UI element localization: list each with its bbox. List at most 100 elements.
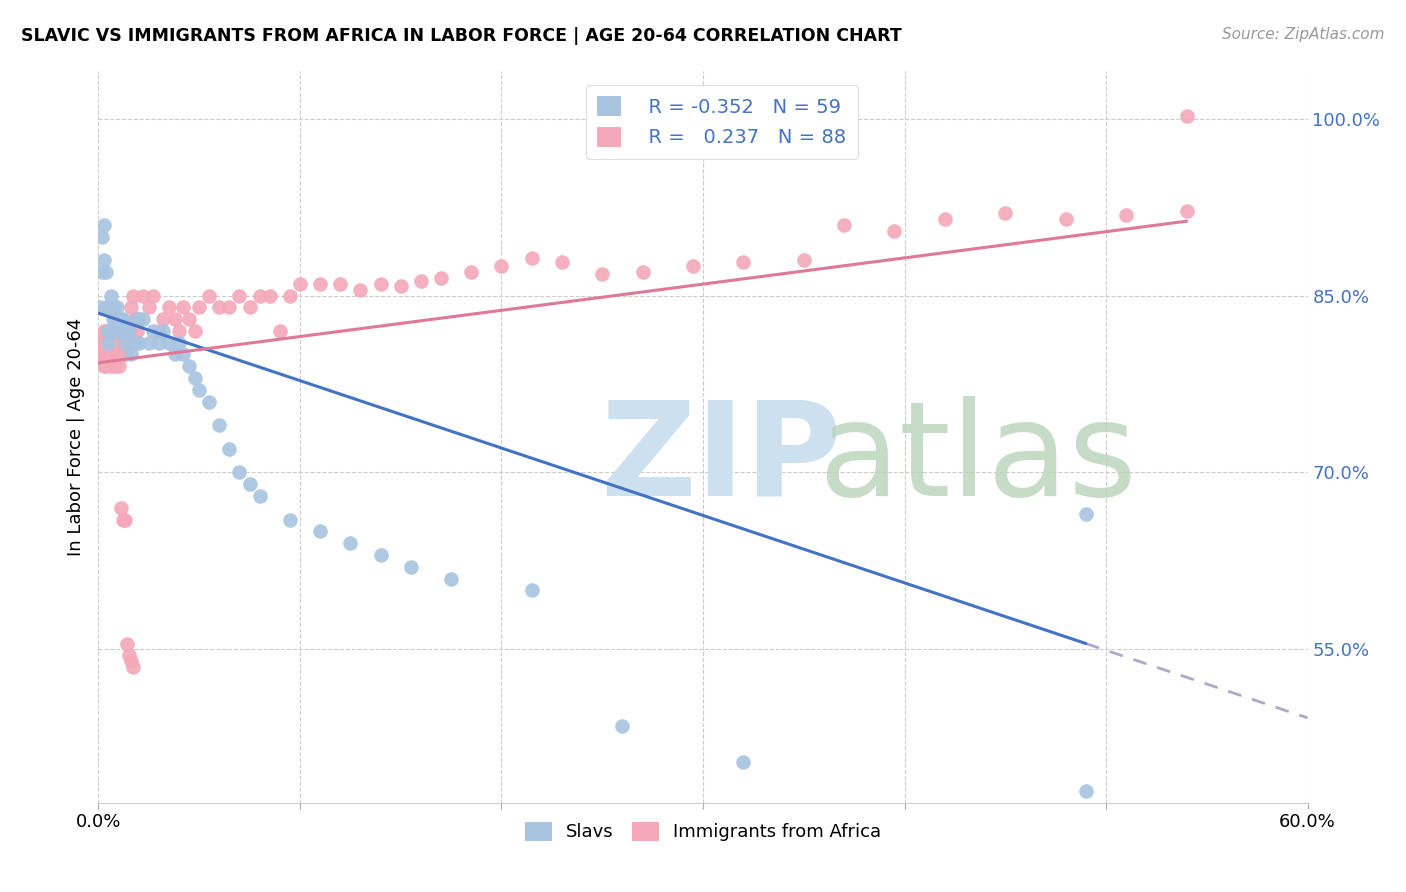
Point [167, 324, 190, 338]
Point [138, 301, 160, 315]
Point [832, 218, 855, 232]
Point [93, 359, 115, 374]
Point [107, 312, 129, 326]
Point [793, 253, 815, 268]
Point [96, 324, 118, 338]
Point [103, 312, 125, 326]
Point [107, 359, 129, 374]
Text: SLAVIC VS IMMIGRANTS FROM AFRICA IN LABOR FORCE | AGE 20-64 CORRELATION CHART: SLAVIC VS IMMIGRANTS FROM AFRICA IN LABO… [21, 27, 901, 45]
Point [91, 347, 114, 361]
Point [142, 324, 165, 338]
Point [399, 559, 422, 574]
Point [128, 312, 150, 326]
Point [105, 347, 128, 361]
Point [111, 312, 134, 326]
Point [491, 259, 513, 273]
Point [115, 636, 138, 650]
Point [101, 301, 124, 315]
Point [101, 312, 124, 326]
Point [1074, 784, 1097, 798]
Point [157, 335, 180, 350]
Point [121, 660, 143, 674]
Point [110, 324, 132, 338]
Point [370, 548, 392, 562]
Point [103, 335, 125, 350]
Point [132, 288, 155, 302]
Point [111, 513, 134, 527]
Point [631, 265, 654, 279]
Point [97, 301, 120, 315]
Point [115, 324, 138, 338]
Point [120, 347, 142, 361]
Text: Source: ZipAtlas.com: Source: ZipAtlas.com [1222, 27, 1385, 42]
Point [309, 277, 332, 291]
Point [124, 312, 146, 326]
Point [1175, 203, 1198, 218]
Point [172, 301, 194, 315]
Point [460, 265, 482, 279]
Point [96, 335, 118, 350]
Point [114, 347, 136, 361]
Point [118, 324, 141, 338]
Point [97, 324, 120, 338]
Point [309, 524, 332, 539]
Point [198, 394, 221, 409]
Point [339, 536, 361, 550]
Point [259, 288, 281, 302]
Point [100, 324, 122, 338]
Point [103, 324, 125, 338]
Point [520, 583, 543, 598]
Point [105, 301, 128, 315]
Legend: Slavs, Immigrants from Africa: Slavs, Immigrants from Africa [517, 814, 889, 848]
Point [89, 301, 111, 315]
Point [107, 335, 129, 350]
Point [520, 251, 543, 265]
Point [91, 347, 114, 361]
Point [110, 500, 132, 515]
Point [228, 288, 250, 302]
Point [349, 283, 371, 297]
Point [551, 255, 574, 269]
Point [591, 267, 613, 281]
Point [91, 229, 114, 244]
Point [93, 335, 115, 350]
Point [883, 224, 905, 238]
Point [1074, 507, 1097, 521]
Point [101, 347, 124, 361]
Point [96, 359, 118, 374]
Point [167, 335, 190, 350]
Point [208, 418, 231, 433]
Point [148, 324, 170, 338]
Point [93, 253, 115, 268]
Point [100, 359, 122, 374]
Point [179, 359, 201, 374]
Point [682, 259, 704, 273]
Point [994, 206, 1017, 220]
Point [124, 335, 146, 350]
Text: atlas: atlas [818, 395, 1137, 523]
Point [114, 335, 136, 350]
Point [389, 279, 412, 293]
Point [172, 347, 194, 361]
Point [288, 277, 311, 291]
Point [278, 288, 301, 302]
Point [239, 301, 262, 315]
Point [121, 335, 143, 350]
Point [249, 288, 271, 302]
Point [115, 335, 138, 350]
Point [101, 335, 124, 350]
Point [148, 335, 170, 350]
Point [105, 347, 128, 361]
Point [100, 335, 122, 350]
Point [110, 312, 132, 326]
Point [163, 312, 186, 326]
Point [157, 301, 180, 315]
Point [91, 265, 114, 279]
Point [152, 312, 174, 326]
Point [96, 301, 118, 315]
Point [128, 335, 150, 350]
Point [125, 324, 148, 338]
Point [93, 218, 115, 232]
Point [118, 324, 141, 338]
Point [179, 312, 201, 326]
